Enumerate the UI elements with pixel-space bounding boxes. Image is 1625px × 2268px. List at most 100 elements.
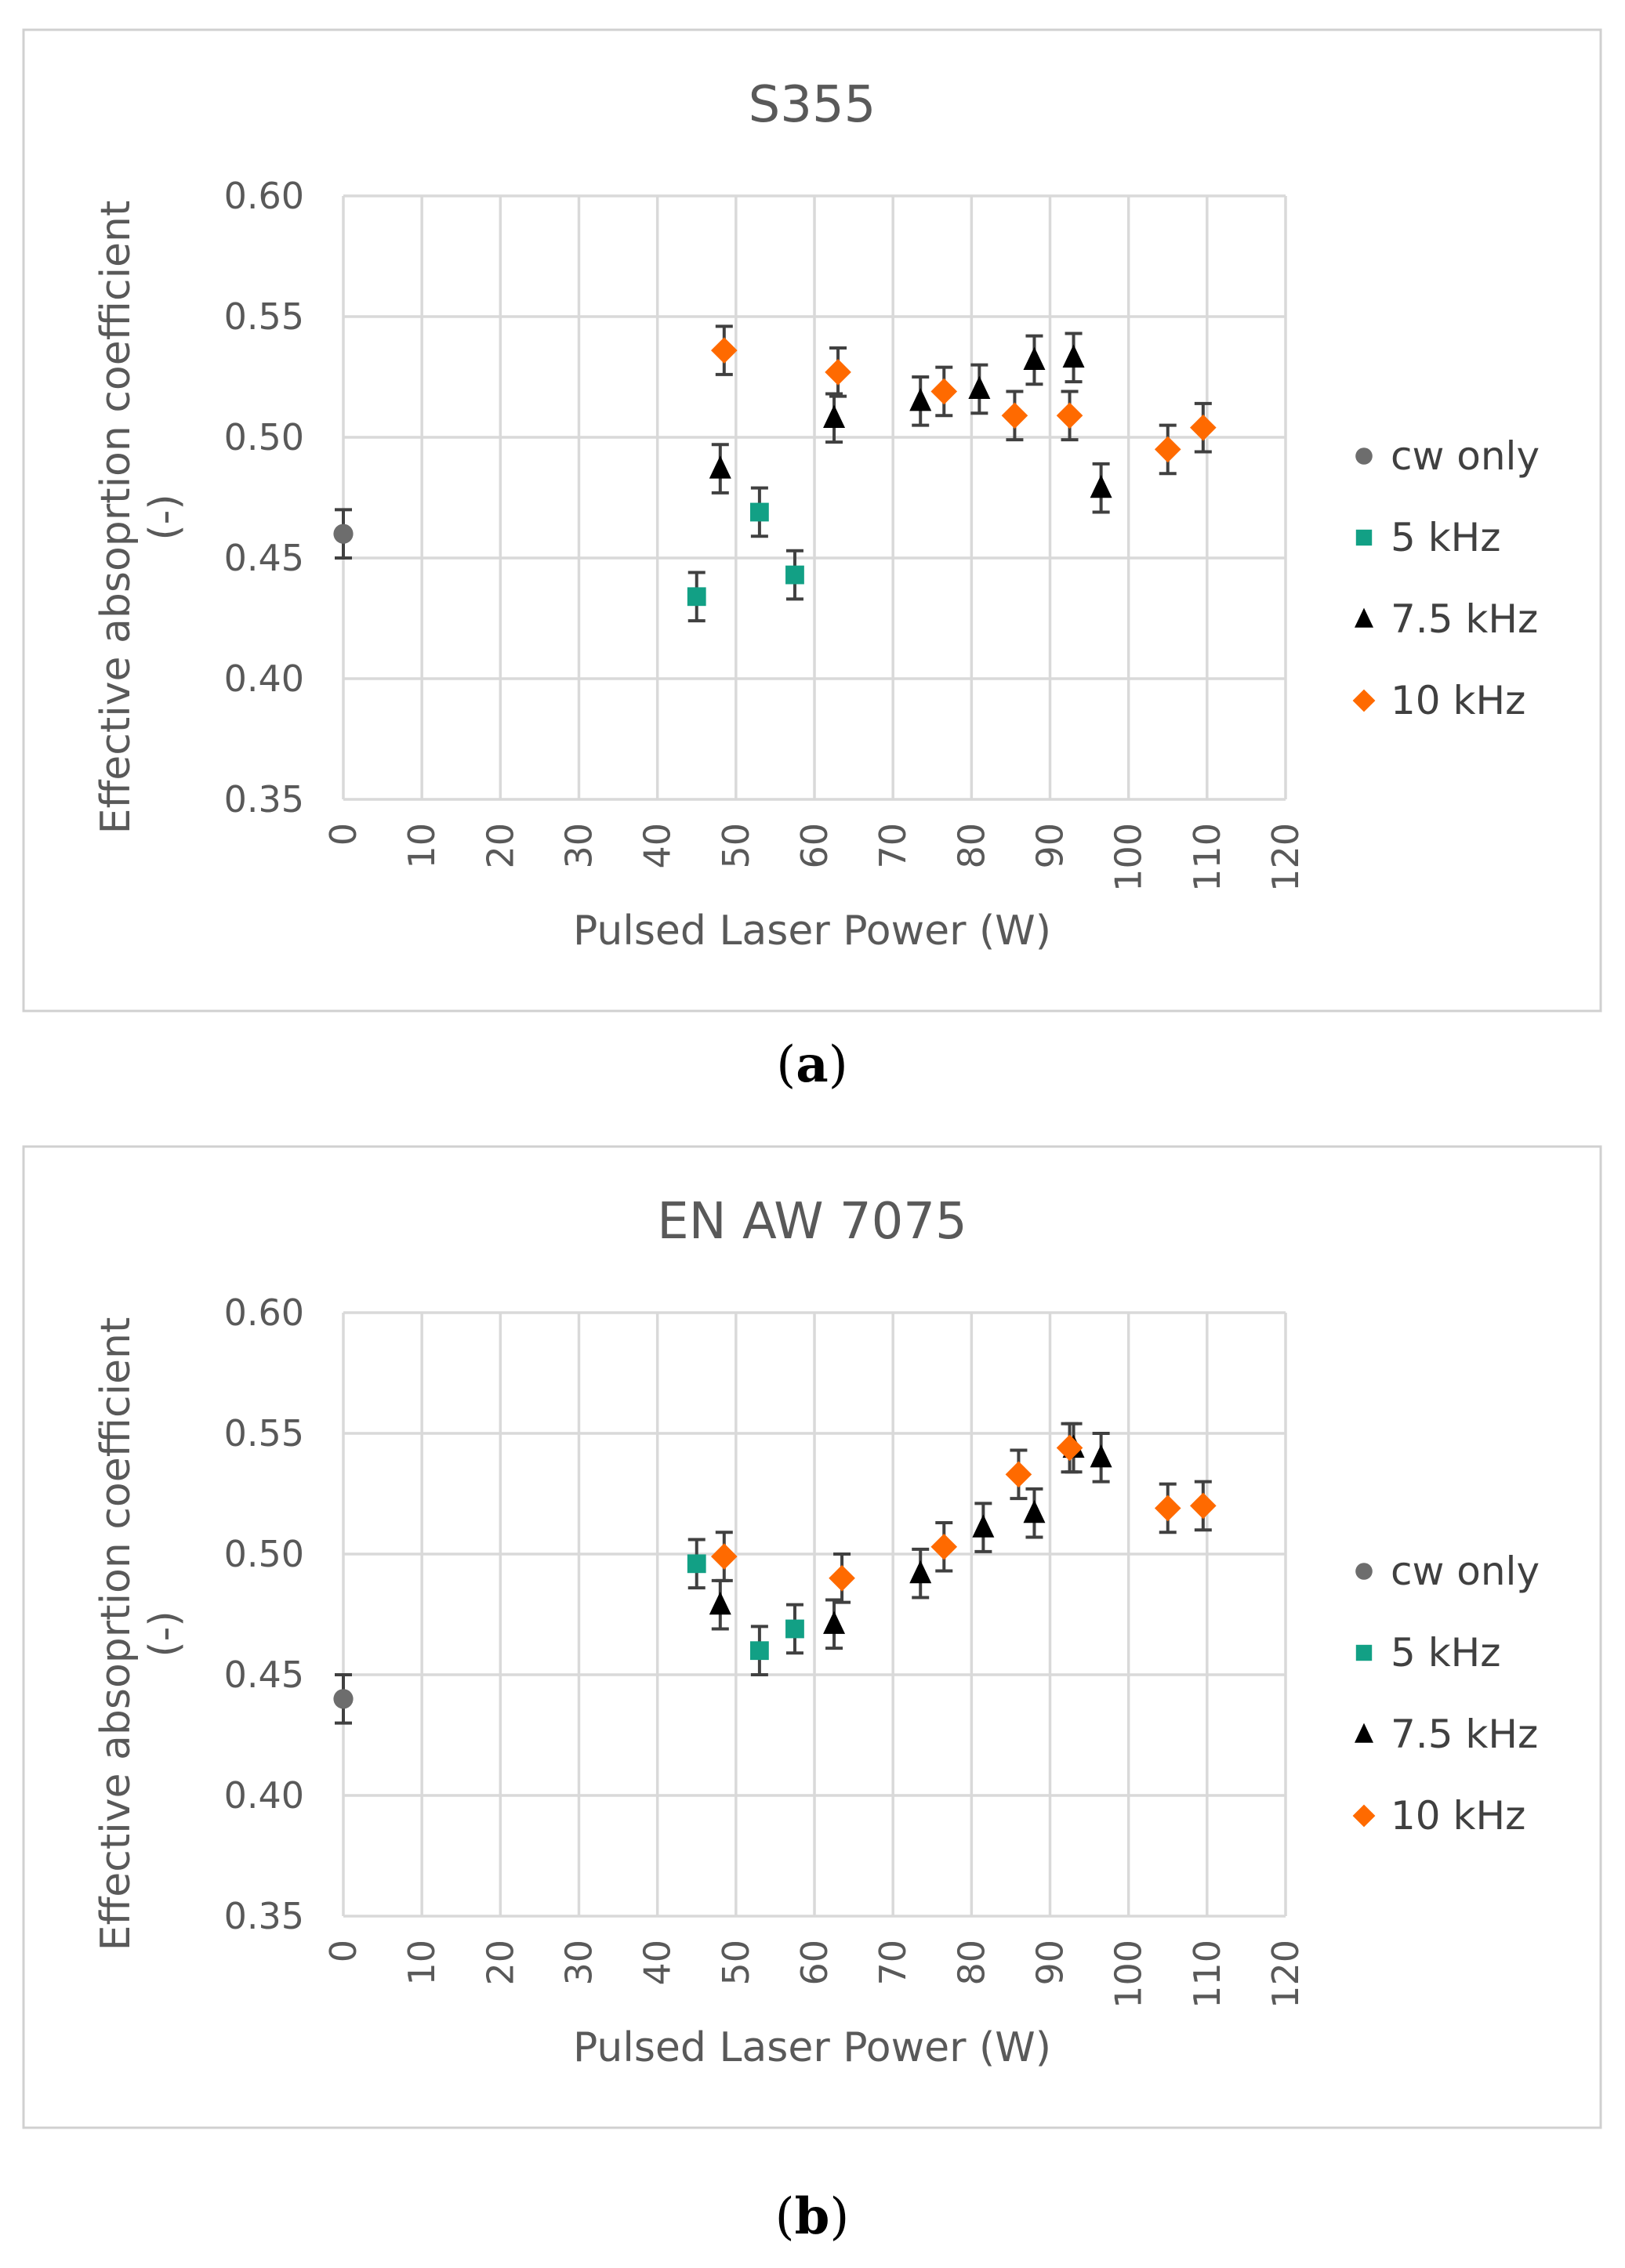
x-tick-label: 60 [793, 823, 836, 869]
x-tick-label: 80 [950, 1940, 992, 1986]
x-axis-label: Pulsed Laser Power (W) [573, 908, 1051, 955]
x-tick-label: 60 [793, 1940, 836, 1986]
series-5-khz [687, 486, 804, 623]
data-point [1090, 474, 1112, 498]
legend-label: 10 kHz [1391, 678, 1525, 723]
data-point [1190, 414, 1217, 441]
y-tick-label: 0.40 [224, 658, 304, 700]
data-point [785, 565, 804, 585]
chart-title: EN AW 7075 [657, 1193, 967, 1251]
data-point [687, 1554, 706, 1574]
x-tick-label: 120 [1264, 823, 1307, 892]
caption-a-text: (a) [776, 1035, 847, 1094]
y-tick-label: 0.60 [224, 1292, 304, 1334]
data-point [930, 1533, 958, 1560]
data-point [333, 1689, 354, 1709]
y-tick-label: 0.55 [224, 1412, 304, 1455]
data-point [909, 1560, 932, 1584]
y-tick-label: 0.55 [224, 295, 304, 338]
data-point [909, 388, 932, 411]
x-tick-label: 50 [715, 823, 757, 869]
legend-label: 7.5 kHz [1391, 596, 1538, 642]
x-tick-label: 30 [558, 823, 600, 869]
legend-label: 7.5 kHz [1391, 1712, 1538, 1757]
x-tick-label: 40 [637, 1940, 679, 1986]
y-tick-label: 0.60 [224, 175, 304, 217]
data-point [1023, 1499, 1046, 1523]
x-axis-label: Pulsed Laser Power (W) [573, 2024, 1051, 2071]
x-tick-label: 120 [1264, 1940, 1307, 2009]
data-point [972, 1514, 995, 1538]
legend-marker [1355, 607, 1373, 628]
chart-panel-a: S355 Effective absoprtion coefficient (-… [22, 28, 1602, 1013]
caption-b: (b) [775, 2187, 850, 2246]
y-tick-label: 0.50 [224, 416, 304, 458]
x-tick-label: 70 [872, 1940, 914, 1986]
legend-marker [1355, 1563, 1373, 1580]
y-axis-label-line1: Effective absoprtion coefficient [92, 1317, 140, 1951]
legend-marker [1355, 447, 1373, 465]
data-point [1001, 402, 1028, 429]
legend-label: 5 kHz [1391, 1630, 1501, 1676]
series-7-5-khz [709, 332, 1112, 514]
data-point [711, 1543, 738, 1570]
chart-title: S355 [749, 76, 876, 134]
chart-frame [22, 28, 1602, 1013]
x-tick-label: 110 [1186, 823, 1228, 892]
data-point [968, 375, 991, 399]
x-tick-label: 100 [1108, 1940, 1150, 2009]
legend: cw only 5 kHz 7.5 kHz 10 kHz [1352, 1549, 1540, 1839]
series-cw-only [333, 508, 354, 560]
data-point [709, 455, 731, 479]
chart-panel-b: EN AW 7075 Effective absoprtion coeffici… [22, 1145, 1602, 2129]
data-point [709, 1591, 731, 1615]
series-10-khz [711, 1422, 1217, 1604]
data-point [1062, 344, 1085, 368]
series-cw-only [333, 1673, 354, 1725]
data-point [1190, 1492, 1217, 1520]
x-tick-label: 10 [401, 1940, 443, 1986]
x-tick-label: 20 [479, 1940, 521, 1986]
y-tick-label: 0.45 [224, 537, 304, 579]
x-tick-label: 10 [401, 823, 443, 869]
series-5-khz [687, 1538, 804, 1676]
x-tick-label: 20 [479, 823, 521, 869]
data-point [823, 1610, 846, 1634]
legend-marker [1352, 689, 1376, 712]
legend-label: cw only [1391, 433, 1540, 479]
legend-marker [1355, 1723, 1373, 1743]
x-tick-label: 0 [322, 823, 365, 846]
data-point [1154, 436, 1181, 463]
x-tick-label: 30 [558, 1940, 600, 1986]
series-10-khz [711, 324, 1217, 476]
caption-b-text: (b) [775, 2187, 850, 2246]
data-point [823, 404, 846, 428]
y-axis-label: Effective absoprtion coefficient (-) [92, 1317, 188, 1951]
y-axis-label-line2: (-) [141, 494, 188, 540]
chart-frame [22, 1145, 1602, 2129]
legend-label: cw only [1391, 1549, 1540, 1594]
legend-marker [1352, 1804, 1376, 1828]
series-7-5-khz [709, 1422, 1112, 1650]
x-tick-label: 90 [1029, 823, 1072, 869]
legend-marker [1355, 1644, 1373, 1661]
x-tick-label: 40 [637, 823, 679, 869]
y-tick-label: 0.45 [224, 1654, 304, 1696]
data-point [1090, 1444, 1112, 1468]
y-tick-label: 0.35 [224, 1895, 304, 1937]
x-tick-label: 80 [950, 823, 992, 869]
y-tick-label: 0.50 [224, 1533, 304, 1575]
legend-marker [1355, 529, 1373, 546]
y-axis-label-line1: Effective absoprtion coefficient [92, 201, 140, 835]
data-point [1005, 1461, 1032, 1488]
caption-a: (a) [776, 1035, 847, 1094]
y-tick-label: 0.35 [224, 778, 304, 821]
legend-label: 5 kHz [1391, 515, 1501, 560]
legend-label: 10 kHz [1391, 1793, 1525, 1839]
x-tick-label: 70 [872, 823, 914, 869]
data-point [711, 337, 738, 364]
data-point [749, 502, 769, 522]
x-tick-label: 0 [322, 1940, 365, 1962]
x-tick-label: 100 [1108, 823, 1150, 892]
